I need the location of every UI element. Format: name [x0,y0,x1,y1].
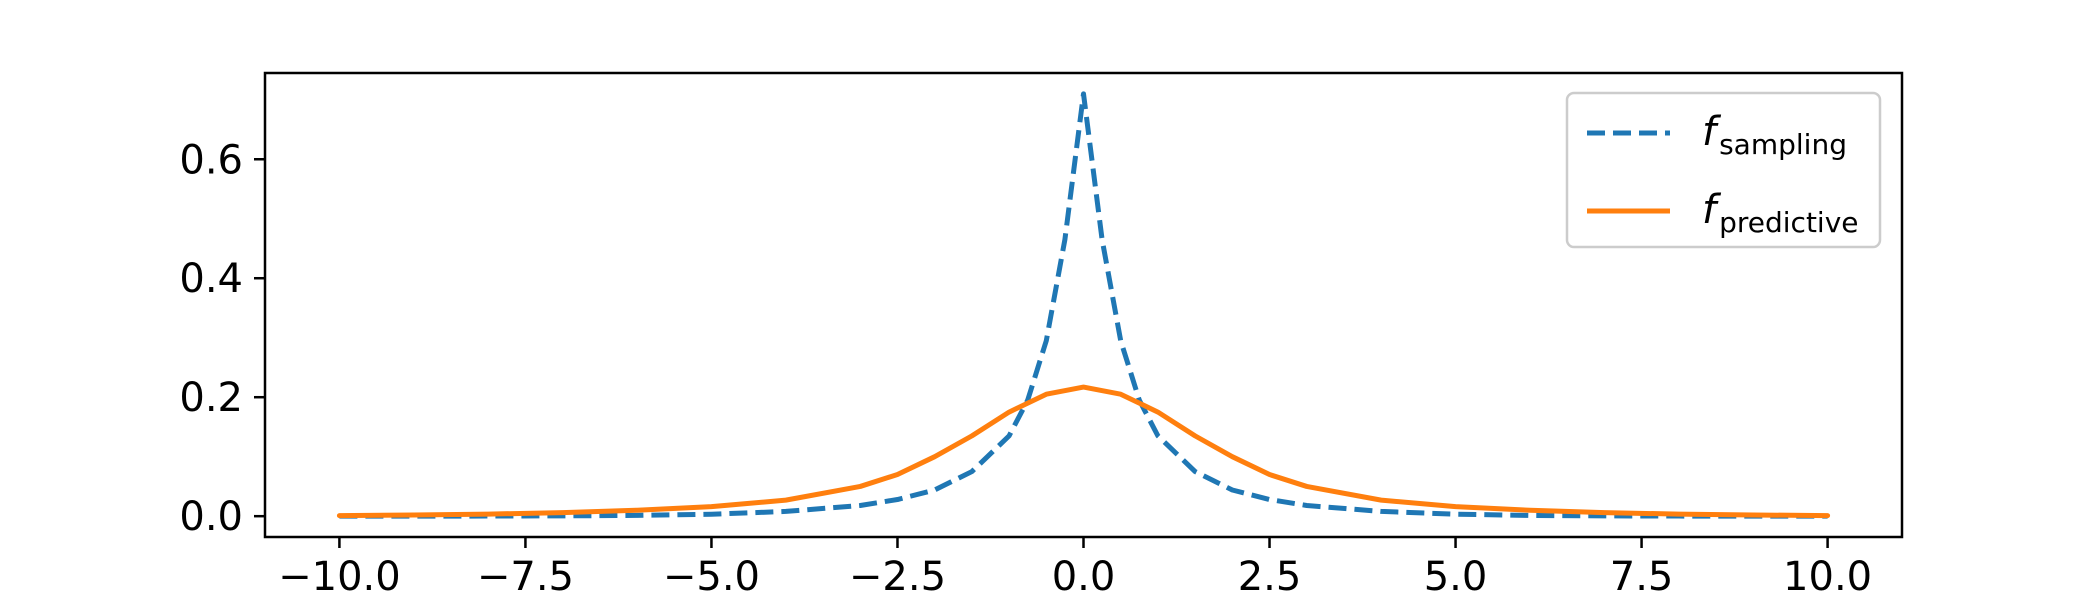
y-axis: 0.0 0.2 0.4 0.6 [179,137,265,540]
plot-area [336,91,1831,519]
x-tick-label: −5.0 [663,554,760,600]
y-tick-label: 0.6 [179,137,243,183]
y-tick-label: 0.2 [179,375,243,421]
x-tick-label: 2.5 [1238,554,1302,600]
series-line-f-predictive [336,384,1831,519]
x-tick-label: 10.0 [1783,554,1872,600]
x-tick-label: 0.0 [1052,554,1116,600]
x-tick-label: −2.5 [849,554,946,600]
y-tick-label: 0.0 [179,494,243,540]
x-axis: −10.0 −7.5 −5.0 −2.5 0.0 2.5 5.0 7.5 10.0 [278,537,1872,600]
x-tick-label: −10.0 [278,554,401,600]
y-tick-label: 0.4 [179,256,243,302]
x-tick-label: −7.5 [477,554,574,600]
series-line-f-sampling [339,91,1828,519]
x-tick-label: 7.5 [1610,554,1674,600]
x-tick-label: 5.0 [1424,554,1488,600]
